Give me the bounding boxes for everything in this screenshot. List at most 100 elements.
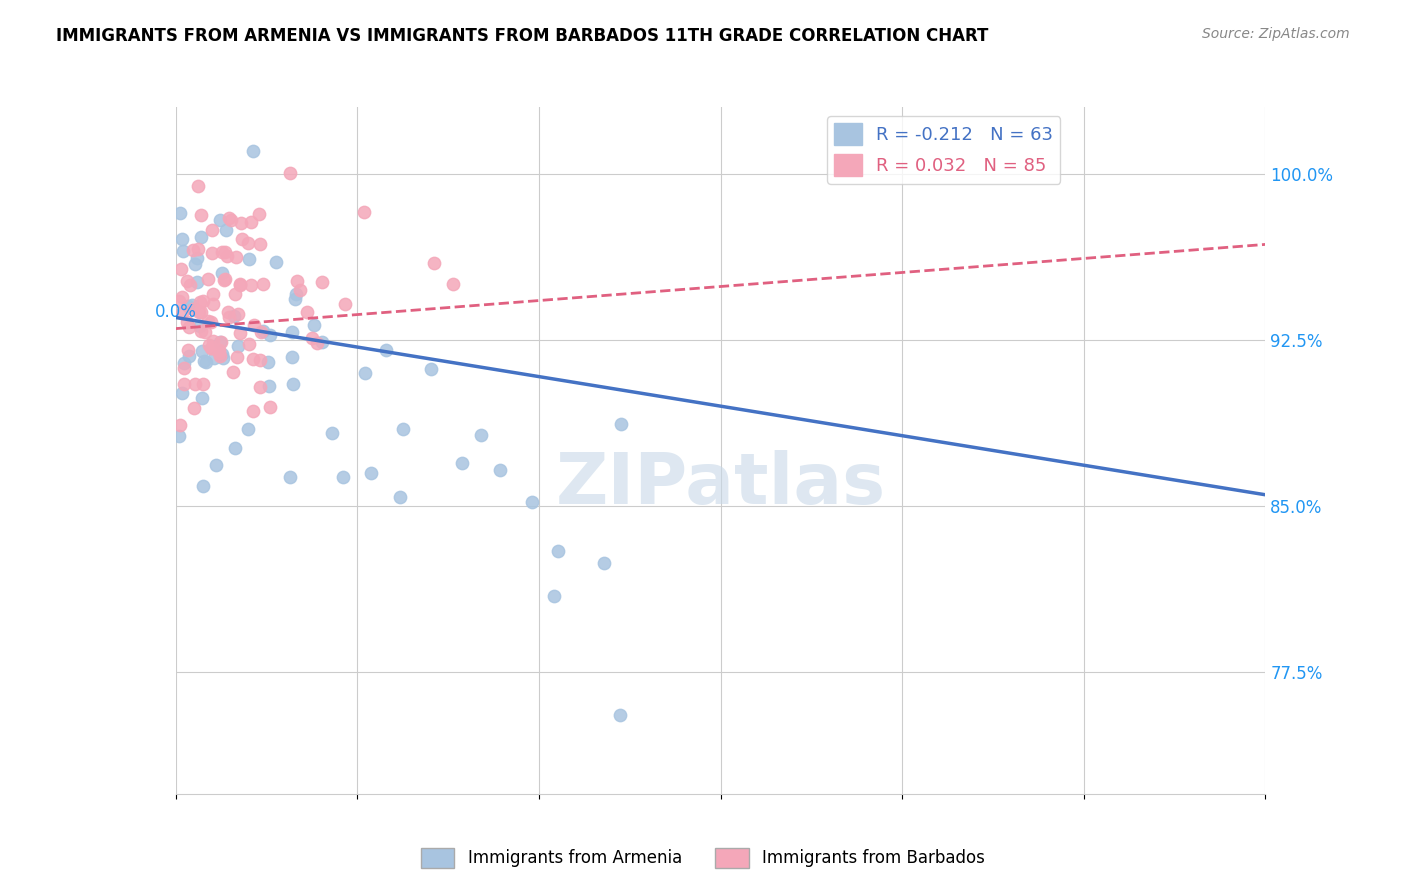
Point bbox=[285, 287, 308, 301]
Point bbox=[284, 292, 307, 306]
Point bbox=[441, 277, 464, 292]
Point bbox=[179, 277, 201, 292]
Point bbox=[193, 376, 215, 391]
Point bbox=[205, 458, 228, 472]
Point bbox=[610, 417, 633, 432]
Point bbox=[181, 302, 204, 317]
Point bbox=[451, 456, 474, 470]
Point bbox=[278, 165, 301, 179]
Point bbox=[392, 422, 415, 436]
Point bbox=[176, 274, 198, 288]
Point bbox=[420, 362, 443, 376]
Point bbox=[200, 341, 222, 355]
Point bbox=[172, 290, 194, 304]
Point bbox=[170, 386, 193, 401]
Point bbox=[176, 315, 198, 329]
Point bbox=[247, 207, 270, 221]
Point bbox=[353, 205, 375, 219]
Point bbox=[211, 244, 233, 259]
Point bbox=[222, 365, 245, 379]
Point bbox=[218, 211, 240, 225]
Point bbox=[249, 380, 271, 394]
Point bbox=[193, 353, 215, 368]
Point bbox=[181, 243, 204, 257]
Point bbox=[229, 216, 252, 230]
Point bbox=[190, 305, 212, 319]
Point bbox=[489, 463, 512, 477]
Point bbox=[170, 262, 193, 277]
Point bbox=[543, 590, 565, 604]
Point bbox=[181, 298, 204, 312]
Point bbox=[311, 276, 333, 290]
Point bbox=[224, 287, 246, 301]
Point bbox=[207, 343, 229, 358]
Point bbox=[226, 350, 249, 364]
Point bbox=[266, 255, 288, 269]
Point bbox=[172, 244, 194, 259]
Point bbox=[249, 352, 271, 367]
Point bbox=[169, 293, 191, 308]
Legend: R = -0.212   N = 63, R = 0.032   N = 85: R = -0.212 N = 63, R = 0.032 N = 85 bbox=[827, 116, 1060, 184]
Point bbox=[259, 400, 281, 414]
Point bbox=[217, 249, 239, 263]
Point bbox=[183, 376, 205, 391]
Point bbox=[209, 334, 232, 349]
Text: Source: ZipAtlas.com: Source: ZipAtlas.com bbox=[1202, 27, 1350, 41]
Point bbox=[547, 543, 569, 558]
Point bbox=[188, 305, 211, 319]
Point bbox=[202, 287, 225, 301]
Point bbox=[242, 352, 264, 367]
Point bbox=[197, 272, 219, 286]
Point bbox=[173, 356, 195, 370]
Point bbox=[169, 206, 191, 220]
Point bbox=[250, 326, 273, 340]
Point bbox=[190, 324, 212, 338]
Legend: Immigrants from Armenia, Immigrants from Barbados: Immigrants from Armenia, Immigrants from… bbox=[415, 841, 991, 875]
Point bbox=[221, 212, 243, 227]
Point bbox=[335, 297, 357, 311]
Point bbox=[208, 335, 231, 350]
Point bbox=[201, 245, 224, 260]
Point bbox=[288, 283, 311, 297]
Point bbox=[240, 215, 263, 229]
Point bbox=[228, 277, 250, 292]
Point bbox=[301, 331, 323, 345]
Text: 0.0%: 0.0% bbox=[155, 302, 197, 321]
Point bbox=[184, 257, 207, 271]
Point bbox=[169, 417, 191, 432]
Point bbox=[190, 392, 212, 406]
Text: IMMIGRANTS FROM ARMENIA VS IMMIGRANTS FROM BARBADOS 11TH GRADE CORRELATION CHART: IMMIGRANTS FROM ARMENIA VS IMMIGRANTS FR… bbox=[56, 27, 988, 45]
Point bbox=[211, 347, 233, 361]
Point bbox=[307, 335, 329, 350]
Point bbox=[208, 213, 231, 227]
Point bbox=[249, 236, 271, 251]
Point bbox=[252, 277, 274, 292]
Point bbox=[195, 355, 218, 369]
Point bbox=[187, 179, 209, 194]
Point bbox=[297, 305, 319, 319]
Point bbox=[285, 274, 308, 288]
Point bbox=[177, 320, 200, 334]
Point bbox=[176, 299, 198, 313]
Point bbox=[321, 426, 343, 441]
Point bbox=[242, 318, 264, 333]
Point bbox=[252, 324, 274, 338]
Point bbox=[188, 319, 211, 334]
Point bbox=[257, 379, 280, 393]
Point bbox=[214, 244, 236, 259]
Point bbox=[278, 469, 301, 483]
Point bbox=[229, 326, 252, 340]
Point bbox=[225, 250, 247, 264]
Point bbox=[201, 341, 224, 355]
Point bbox=[194, 325, 217, 339]
Point bbox=[389, 491, 412, 505]
Point bbox=[211, 266, 233, 280]
Point bbox=[593, 557, 616, 571]
Point bbox=[332, 470, 354, 484]
Point bbox=[222, 310, 245, 324]
Point bbox=[212, 273, 235, 287]
Point bbox=[280, 326, 302, 340]
Point bbox=[217, 305, 239, 319]
Point bbox=[193, 479, 215, 493]
Point bbox=[173, 377, 195, 392]
